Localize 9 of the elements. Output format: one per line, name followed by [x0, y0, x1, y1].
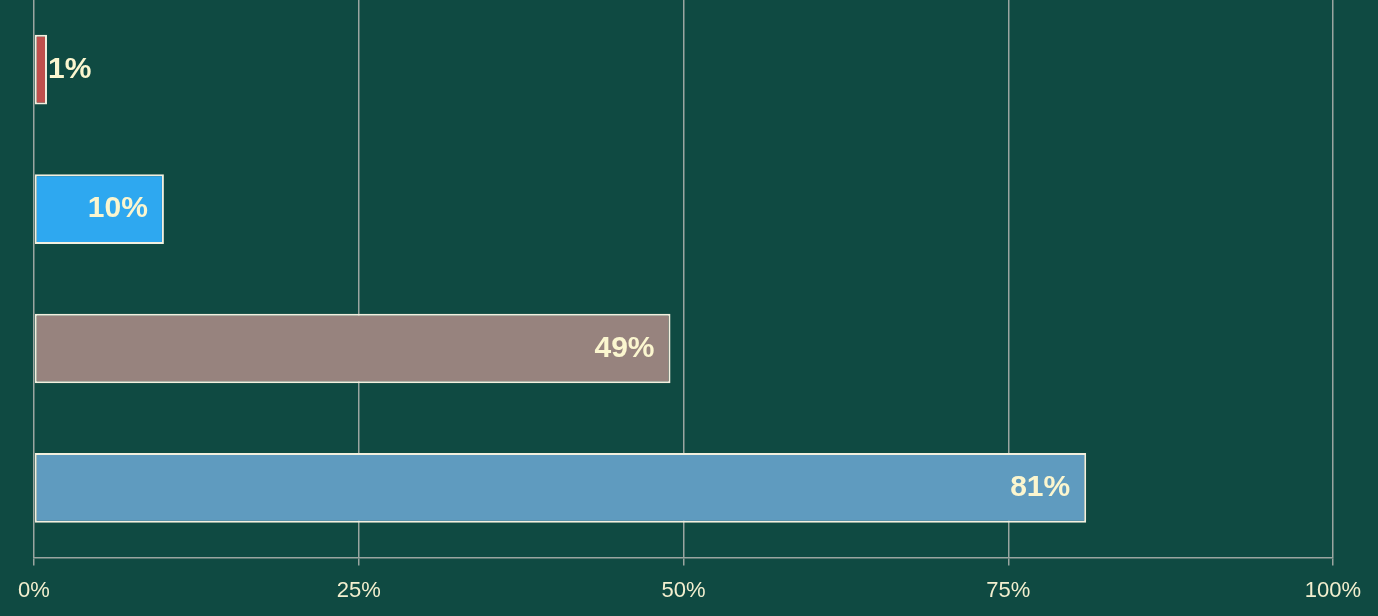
x-tick-label: 25% — [336, 576, 381, 602]
x-tick-label: 75% — [986, 576, 1031, 602]
x-tick-label: 0% — [18, 576, 50, 602]
x-tick-label: 100% — [1304, 576, 1362, 602]
data-label: 10% — [87, 190, 148, 224]
x-tick-label: 50% — [661, 576, 706, 602]
data-label: 81% — [1010, 469, 1071, 503]
data-label: 49% — [594, 329, 655, 363]
data-label: 1% — [47, 50, 92, 84]
